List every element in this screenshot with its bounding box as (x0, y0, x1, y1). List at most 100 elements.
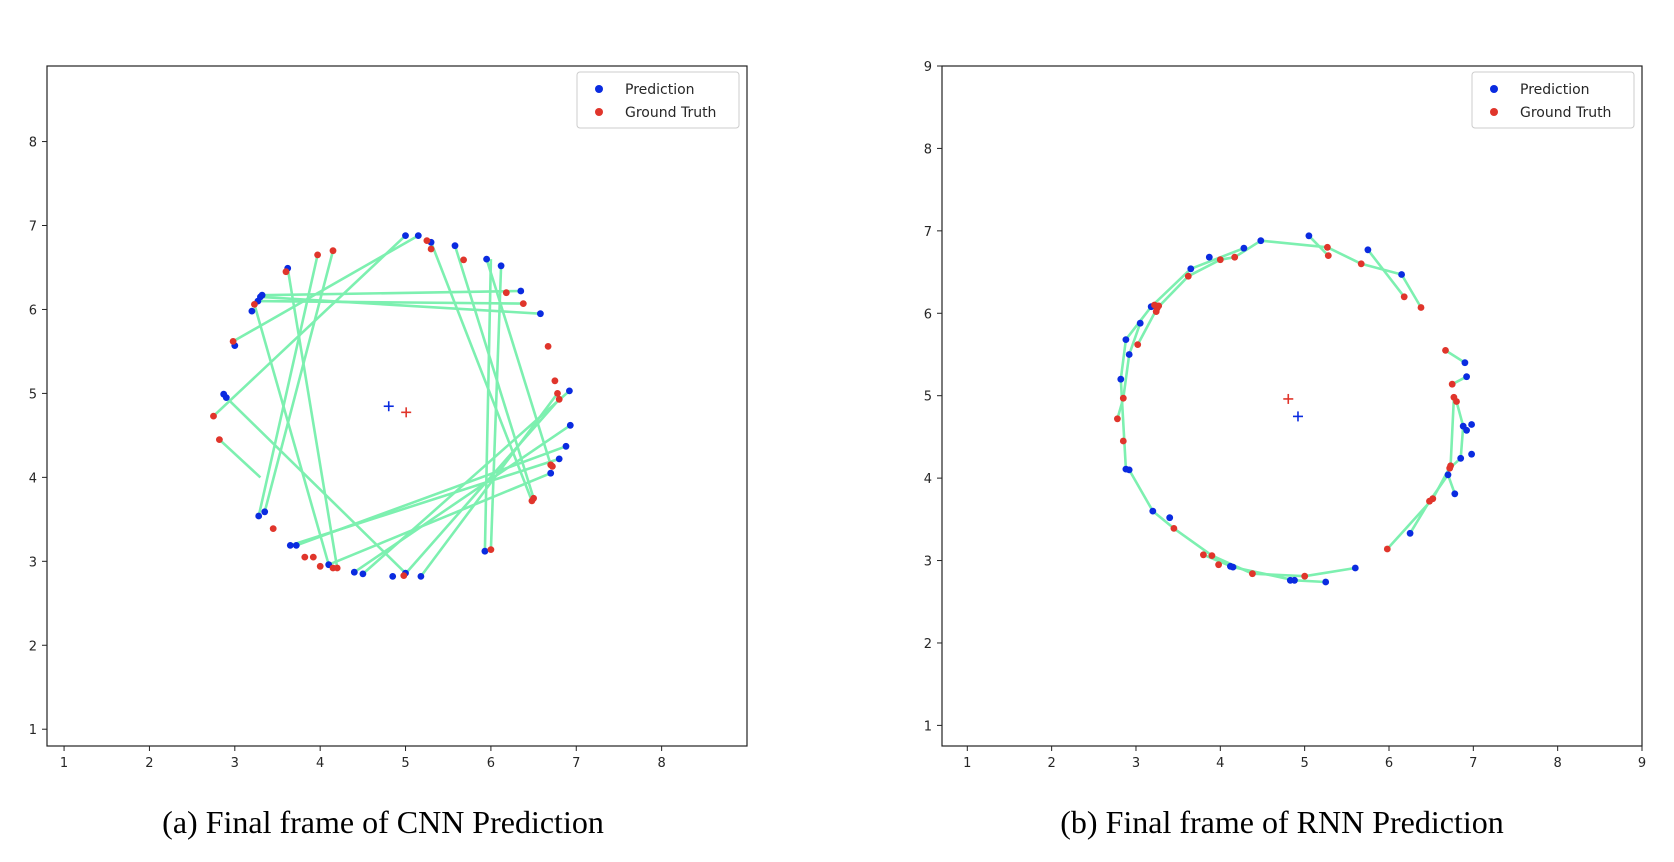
prediction-point-17 (359, 570, 367, 578)
ground-truth-point-23 (1134, 341, 1142, 348)
ground-truth-point-12 (309, 553, 317, 561)
ground-truth-point-4 (1400, 293, 1408, 301)
prediction-point-25 (220, 390, 228, 398)
prediction-point-18 (350, 568, 358, 576)
ground-truth-point-27 (502, 289, 510, 297)
prediction-point-7 (1468, 421, 1475, 428)
y-tick-label: 6 (29, 303, 37, 318)
ground-truth-point-10 (269, 525, 277, 532)
ground-truth-point-2 (460, 256, 467, 264)
legend-marker-1 (1490, 108, 1498, 116)
x-tick-label: 5 (401, 756, 409, 771)
prediction-point-1 (1364, 246, 1372, 254)
prediction-centroid-marker (383, 401, 394, 412)
x-axis: 1 2 3 4 5 6 7 8 (60, 746, 666, 771)
ground-truth-point-24 (551, 377, 559, 385)
link-line-2 (1307, 234, 1330, 257)
ground-truth-point-21 (549, 463, 556, 470)
link-line-12 (263, 250, 335, 513)
prediction-point-6 (517, 287, 525, 295)
x-tick-label: 1 (60, 756, 68, 771)
ground-truth-point-4 (314, 251, 321, 259)
x-tick-label: 7 (572, 756, 580, 771)
ground-truth-point-17 (487, 546, 495, 553)
prediction-point-23 (255, 512, 263, 520)
prediction-point-10 (1451, 490, 1459, 498)
prediction-point-31 (1257, 237, 1265, 245)
prediction-point-30 (1240, 244, 1248, 252)
prediction-point-16 (389, 573, 397, 580)
ground-truth-point-28 (1184, 272, 1192, 280)
prediction-point-4 (1463, 373, 1470, 381)
ground-truth-point-6 (251, 301, 258, 308)
prediction-point-0 (402, 232, 409, 240)
y-tick-label: 4 (29, 471, 37, 486)
ground-truth-point-6 (1448, 380, 1456, 388)
prediction-point-21 (286, 542, 294, 549)
legend-marker-0 (595, 85, 603, 93)
ground-truth-point-29 (1216, 256, 1224, 264)
x-tick-label: 2 (1047, 756, 1055, 771)
ground-truth-point-13 (1383, 545, 1391, 553)
link-line-9 (1128, 469, 1356, 578)
y-tick-label: 3 (29, 555, 37, 570)
y-tick-label: 2 (29, 639, 37, 654)
prediction-links (1116, 234, 1468, 584)
prediction-point-20 (292, 542, 300, 549)
prediction-point-10 (562, 442, 570, 450)
prediction-centroid-marker (1292, 411, 1303, 422)
link-line-10 (253, 304, 330, 566)
legend: Prediction Ground Truth (576, 71, 740, 129)
link-line-19 (402, 398, 561, 577)
ground-truth-point-13 (316, 562, 324, 570)
ground-truth-point-12 (1426, 497, 1433, 505)
ground-truth-point-30 (1231, 253, 1239, 261)
ground-truth-point-17 (1208, 552, 1216, 559)
x-tick-label: 3 (231, 756, 239, 771)
y-tick-label: 4 (924, 472, 932, 487)
prediction-point-30 (258, 291, 266, 299)
link-line-0 (212, 234, 407, 418)
prediction-point-20 (1149, 507, 1157, 515)
ground-truth-point-0 (423, 237, 431, 245)
ground-truth-point-7 (229, 338, 237, 345)
ground-truth-point-9 (216, 436, 223, 443)
prediction-point-18 (1227, 562, 1234, 570)
ground-truth-point-15 (1249, 570, 1256, 578)
ground-truth-point-14 (1301, 572, 1309, 580)
cnn-prediction-panel: 1 2 3 4 5 6 7 8 1 2 3 4 5 6 7 8 Prediction Ground Truth… (29, 65, 748, 840)
link-line-11 (1116, 322, 1142, 420)
ground-truth-point-10 (1446, 464, 1454, 472)
prediction-point-12 (1406, 529, 1414, 537)
link-line-10 (1202, 553, 1326, 584)
prediction-point-12 (547, 469, 555, 477)
link-line-14 (289, 457, 560, 547)
prediction-point-0 (1305, 232, 1313, 240)
prediction-point-9 (566, 421, 574, 429)
prediction-point-3 (451, 242, 459, 250)
prediction-point-1 (414, 232, 422, 240)
x-tick-label: 4 (316, 756, 324, 771)
x-tick-label: 5 (1301, 756, 1309, 771)
link-line-16 (353, 424, 572, 574)
ground-truth-point-23 (554, 390, 561, 397)
ground-truth-point-1 (1324, 252, 1332, 259)
prediction-point-23 (1117, 375, 1125, 383)
rnn-prediction-panel: 1 2 3 4 5 6 7 8 9 1 2 3 4 5 6 7 8 9 Prediction Ground Tru… (924, 60, 1646, 840)
y-tick-label: 1 (29, 723, 37, 738)
link-line-11 (257, 254, 319, 517)
legend-label-1: Ground Truth (625, 105, 716, 121)
link-line-20 (419, 392, 559, 578)
prediction-links (212, 234, 572, 578)
prediction-point-14 (1322, 578, 1330, 586)
scatter-points (1114, 232, 1475, 586)
ground-truth-point-22 (1119, 394, 1127, 402)
ground-truth-point-2 (1357, 260, 1365, 268)
prediction-point-13 (481, 547, 489, 555)
x-tick-label: 3 (1132, 756, 1140, 771)
legend-label-0: Prediction (1520, 82, 1590, 98)
link-line-9 (286, 268, 339, 569)
y-tick-label: 8 (29, 136, 37, 151)
legend-label-0: Prediction (625, 82, 695, 98)
y-tick-label: 1 (924, 719, 932, 734)
